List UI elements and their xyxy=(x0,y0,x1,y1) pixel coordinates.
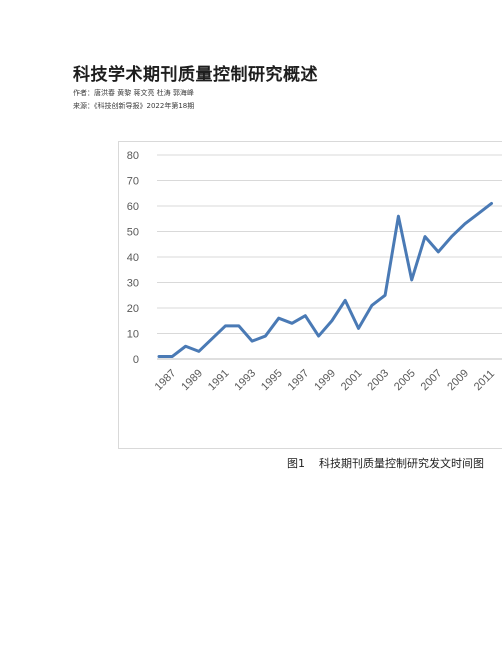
data-point xyxy=(211,337,214,340)
data-point xyxy=(490,202,493,205)
data-point xyxy=(357,327,360,330)
data-point xyxy=(463,222,466,225)
x-tick-label: 1987 xyxy=(153,367,179,393)
y-tick-label: 80 xyxy=(127,150,139,162)
x-tick-label: 2001 xyxy=(339,367,365,393)
y-tick-label: 40 xyxy=(127,252,139,264)
y-tick-label: 50 xyxy=(127,227,139,239)
data-point xyxy=(410,278,413,281)
y-tick-label: 70 xyxy=(127,176,139,188)
data-point xyxy=(344,299,347,302)
data-point xyxy=(158,355,161,358)
data-point xyxy=(291,322,294,325)
authors-line: 作者：唐洪春 黄黎 蒋文亮 杜涛 郭海峰 xyxy=(73,89,194,97)
data-point xyxy=(384,294,387,297)
x-tick-label: 1999 xyxy=(312,367,338,393)
line-chart: 0 10 20 30 40 50 60 70 80 1987 1989 1991 1993 1995 199… xyxy=(118,141,502,449)
x-tick-label: 1993 xyxy=(232,367,258,393)
x-tick-label: 2011 xyxy=(472,368,497,393)
data-point xyxy=(450,235,453,238)
data-point xyxy=(171,355,174,358)
y-tick-label: 0 xyxy=(133,354,139,366)
x-tick-label: 1995 xyxy=(259,367,285,393)
x-tick-label: 2007 xyxy=(419,367,445,393)
x-tick-label: 2005 xyxy=(392,367,418,393)
data-point xyxy=(197,350,200,353)
x-tick-label: 2009 xyxy=(445,367,471,393)
source-line: 来源：《科技创新导报》2022年第18期 xyxy=(73,102,195,110)
data-point xyxy=(424,235,427,238)
data-point xyxy=(184,345,187,348)
y-tick-label: 10 xyxy=(127,329,139,341)
data-point xyxy=(330,319,333,322)
data-point xyxy=(437,250,440,253)
figure-caption: 图1 科技期刊质量控制研究发文时间图 xyxy=(287,455,484,471)
data-point xyxy=(304,314,307,317)
y-tick-label: 30 xyxy=(127,278,139,290)
data-point xyxy=(370,304,373,307)
x-tick-label: 1991 xyxy=(206,367,232,393)
figure-caption-text: 科技期刊质量控制研究发文时间图 xyxy=(319,457,484,470)
data-point xyxy=(237,324,240,327)
y-tick-label: 60 xyxy=(127,201,139,213)
series-line xyxy=(157,201,493,358)
data-point xyxy=(397,215,400,218)
document-title: 科技学术期刊质量控制研究概述 xyxy=(73,65,318,85)
data-point xyxy=(477,212,480,215)
x-tick-label: 1997 xyxy=(286,367,312,393)
figure-number: 图1 xyxy=(287,457,305,470)
x-tick-label: 1989 xyxy=(179,367,205,393)
data-point xyxy=(317,335,320,338)
data-point xyxy=(264,335,267,338)
data-point xyxy=(224,324,227,327)
data-point xyxy=(277,317,280,320)
data-point xyxy=(251,340,254,343)
x-tick-label: 2003 xyxy=(365,367,391,393)
y-tick-label: 20 xyxy=(127,303,139,315)
